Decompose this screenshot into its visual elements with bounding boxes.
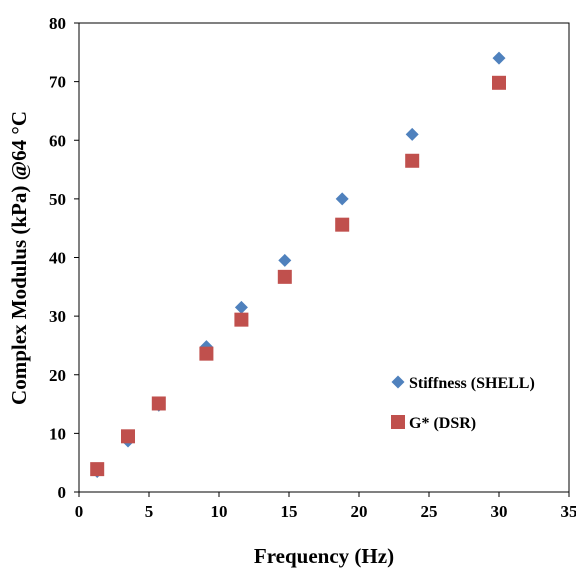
y-tick-label: 80: [49, 14, 66, 33]
x-tick-label: 20: [351, 502, 368, 521]
gstar-point: [277, 269, 292, 284]
y-tick-label: 50: [49, 190, 66, 209]
gstar-point: [492, 75, 506, 90]
x-tick-label: 25: [421, 502, 438, 521]
gstar-point: [199, 346, 214, 361]
y-tick-label: 10: [49, 424, 66, 443]
y-tick-labels: 0 10 20 30 40 50 60 70 80: [49, 14, 66, 502]
y-tick-label: 40: [49, 249, 66, 268]
gstar-point: [335, 217, 350, 232]
x-tick-labels: 0 5 10 15 20 25 30 35: [75, 502, 576, 521]
gstar-point: [234, 312, 249, 327]
gstar-point: [151, 396, 166, 411]
gstar-point: [405, 153, 420, 168]
y-tick-label: 0: [58, 483, 67, 502]
stiffness-point: [234, 300, 248, 314]
legend-label-gstar: G* (DSR): [409, 415, 476, 432]
x-axis-title: Frequency (Hz): [254, 544, 394, 568]
legend-marker-stiffness-diamond: [391, 375, 405, 389]
legend: Stiffness (SHELL) G* (DSR): [391, 375, 535, 432]
x-tick-label: 35: [561, 502, 576, 521]
x-tick-label: 10: [211, 502, 228, 521]
y-tick-label: 30: [49, 307, 66, 326]
stiffness-point: [405, 127, 419, 141]
legend-label-stiffness: Stiffness (SHELL): [409, 375, 535, 392]
y-tick-label: 70: [49, 73, 66, 92]
axis-ticks: [74, 22, 570, 497]
y-tick-label: 20: [49, 366, 66, 385]
legend-marker-gstar-square: [391, 415, 405, 429]
y-axis-title: Complex Modulus (kPa) @64 °C: [7, 111, 31, 405]
stiffness-point: [278, 253, 292, 267]
x-tick-label: 30: [491, 502, 508, 521]
gstar-point: [121, 429, 135, 444]
x-tick-label: 5: [145, 502, 154, 521]
stiffness-point: [492, 51, 506, 65]
y-tick-label: 60: [49, 131, 66, 150]
x-tick-label: 0: [75, 502, 84, 521]
data-markers: [90, 51, 506, 478]
gstar-point: [90, 462, 105, 477]
stiffness-point: [335, 192, 349, 206]
x-tick-label: 15: [281, 502, 298, 521]
plot-area: [78, 22, 570, 493]
